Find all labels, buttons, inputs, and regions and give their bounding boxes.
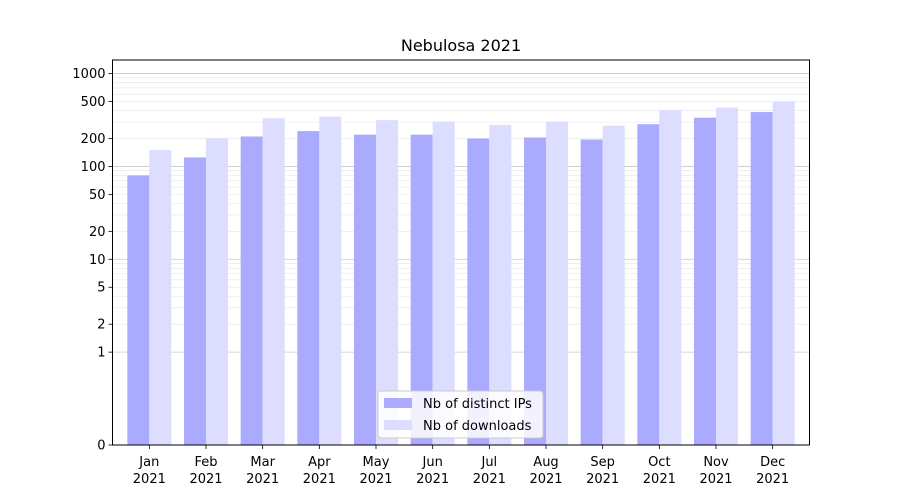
bar-downloads-nov	[716, 107, 738, 445]
bar-distinct-ips-jan	[127, 175, 150, 446]
chart-title: Nebulosa 2021	[401, 36, 521, 55]
bar-distinct-ips-may	[354, 134, 376, 445]
x-tick-label-year: 2021	[699, 472, 732, 487]
x-tick-label-year: 2021	[303, 472, 336, 487]
bar-downloads-jan	[149, 150, 172, 445]
bar-distinct-ips-apr	[297, 131, 320, 446]
x-tick-label-year: 2021	[416, 472, 449, 487]
bar-distinct-ips-dec	[750, 112, 773, 445]
x-tick-label-year: 2021	[246, 472, 279, 487]
x-tick-label-year: 2021	[359, 472, 392, 487]
y-tick-label: 10	[89, 253, 106, 268]
x-tick-label-month: Nov	[703, 455, 729, 470]
legend-label: Nb of downloads	[423, 419, 532, 434]
y-axis: 0 1 2 5 10 20 50 100 200 500 1000	[72, 67, 113, 454]
y-tick-label: 2	[97, 318, 105, 333]
x-tick-label-year: 2021	[586, 472, 619, 487]
y-tick-label: 1000	[72, 67, 105, 82]
x-tick-label-year: 2021	[529, 472, 562, 487]
major-grid	[112, 73, 810, 353]
x-tick-label-month: Oct	[648, 455, 670, 470]
plot-frame	[112, 59, 810, 446]
y-tick-label: 100	[81, 160, 106, 175]
bar-distinct-ips-nov	[694, 117, 716, 446]
x-tick-label-year: 2021	[473, 472, 506, 487]
bar-distinct-ips-mar	[240, 136, 263, 445]
x-tick-label-year: 2021	[189, 472, 222, 487]
x-tick-label-month: Apr	[308, 455, 331, 470]
y-tick-label: 200	[81, 132, 106, 147]
x-axis: Jan 2021 Feb 2021 Mar 2021 Apr 2021 May 2021 Jun 20…	[133, 445, 789, 487]
y-tick-label: 500	[81, 95, 106, 110]
legend-box	[377, 390, 544, 439]
legend-swatch	[384, 420, 412, 430]
x-tick-label-month: Sep	[590, 455, 615, 470]
y-tick-label: 50	[89, 188, 106, 203]
bar-distinct-ips-oct	[637, 124, 660, 445]
bar-distinct-ips-jun	[410, 134, 433, 445]
y-tick-label: 1	[97, 346, 105, 361]
y-tick-label: 0	[97, 439, 105, 454]
bar-downloads-jun	[432, 121, 455, 445]
bar-downloads-feb	[206, 138, 228, 445]
legend-label: Nb of distinct IPs	[423, 397, 532, 412]
bar-downloads-may	[376, 120, 398, 446]
x-tick-label-month: Jul	[480, 455, 497, 470]
x-tick-label-month: Jun	[422, 455, 443, 470]
y-tick-label: 5	[97, 281, 105, 296]
bar-downloads-mar	[262, 118, 285, 446]
x-tick-label-year: 2021	[643, 472, 676, 487]
bar-downloads-apr	[319, 116, 342, 446]
bar-downloads-dec	[772, 101, 795, 446]
bar-distinct-ips-feb	[184, 157, 206, 446]
x-tick-label-month: Jan	[138, 455, 159, 470]
x-tick-label-month: Dec	[760, 455, 785, 470]
x-tick-label-year: 2021	[756, 472, 789, 487]
x-tick-label-month: Mar	[250, 455, 275, 470]
bar-distinct-ips-jul	[467, 138, 490, 445]
minor-grid	[112, 77, 810, 325]
y-tick-label: 20	[89, 225, 106, 240]
bar-distinct-ips-sep	[580, 139, 603, 446]
x-tick-label-month: Feb	[194, 455, 217, 470]
legend-swatch	[384, 398, 412, 408]
bar-downloads-aug	[546, 121, 568, 445]
bar-downloads-oct	[659, 110, 682, 445]
x-tick-label-month: Aug	[533, 455, 558, 470]
bar-downloads-sep	[602, 125, 625, 445]
x-tick-label-month: May	[363, 455, 390, 470]
x-tick-label-year: 2021	[133, 472, 166, 487]
bar-downloads-jul	[489, 124, 512, 446]
bars-group	[127, 101, 795, 446]
bar-distinct-ips-aug	[524, 137, 546, 445]
legend: Nb of distinct IPs Nb of downloads	[377, 390, 544, 439]
